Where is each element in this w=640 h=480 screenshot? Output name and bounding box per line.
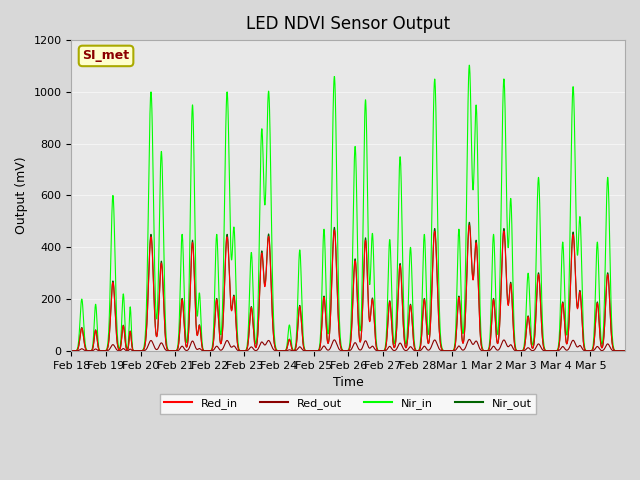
Nir_out: [468, 266, 476, 272]
Red_out: [68, 348, 76, 354]
X-axis label: Time: Time: [333, 376, 364, 389]
Nir_in: [615, 348, 623, 354]
Nir_in: [621, 348, 629, 354]
Red_out: [621, 348, 629, 354]
Line: Red_in: Red_in: [72, 225, 625, 351]
Red_out: [181, 347, 189, 352]
Nir_out: [181, 331, 189, 337]
Text: SI_met: SI_met: [83, 49, 129, 62]
Red_in: [537, 301, 545, 307]
Legend: Red_in, Red_out, Nir_in, Nir_out: Red_in, Red_out, Nir_in, Nir_out: [160, 394, 536, 414]
Line: Nir_out: Nir_out: [72, 222, 625, 351]
Red_in: [615, 348, 623, 354]
Red_in: [504, 296, 511, 301]
Nir_out: [615, 348, 623, 354]
Red_in: [468, 267, 476, 273]
Nir_out: [537, 300, 545, 306]
Red_in: [621, 348, 629, 354]
Red_out: [465, 336, 473, 342]
Nir_out: [621, 348, 629, 354]
Nir_in: [465, 62, 473, 68]
Red_out: [419, 345, 427, 350]
Nir_in: [68, 348, 76, 354]
Nir_out: [68, 348, 76, 354]
Title: LED NDVI Sensor Output: LED NDVI Sensor Output: [246, 15, 451, 33]
Nir_in: [537, 241, 545, 247]
Nir_in: [419, 259, 427, 265]
Nir_out: [504, 294, 511, 300]
Nir_in: [468, 165, 476, 171]
Red_in: [465, 222, 473, 228]
Nir_out: [419, 308, 427, 314]
Red_in: [181, 332, 189, 337]
Red_out: [615, 348, 623, 354]
Nir_in: [181, 311, 189, 317]
Line: Red_out: Red_out: [72, 339, 625, 351]
Nir_in: [504, 228, 511, 234]
Red_in: [68, 348, 76, 354]
Nir_out: [465, 219, 473, 225]
Red_out: [504, 343, 511, 349]
Line: Nir_in: Nir_in: [72, 65, 625, 351]
Red_in: [419, 309, 427, 314]
Red_out: [537, 344, 545, 349]
Y-axis label: Output (mV): Output (mV): [15, 156, 28, 234]
Red_out: [468, 341, 476, 347]
